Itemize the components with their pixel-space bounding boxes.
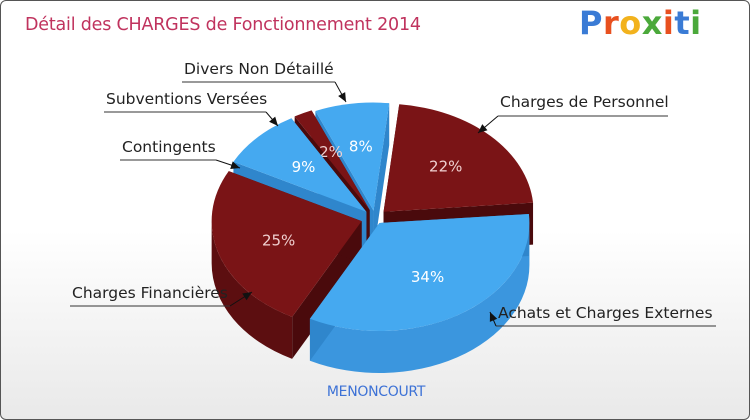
callout: Achats et Charges Externes (489, 304, 716, 327)
logo-letter: r (602, 4, 620, 42)
slice-percent-label: 34% (411, 268, 444, 286)
callout: Charges Financières (70, 284, 253, 307)
commune-name: MENONCOURT (326, 384, 426, 400)
pie-slice[interactable]: 25% (211, 171, 362, 359)
callout: Charges de Personnel (477, 93, 669, 134)
slice-category-label: Achats et Charges Externes (498, 304, 713, 322)
slice-category-label: Charges de Personnel (500, 93, 669, 111)
proxiti-logo[interactable]: Proxiti (579, 4, 702, 42)
slice-percent-label: 8% (349, 137, 373, 155)
slice-percent-label: 25% (262, 232, 295, 250)
chart-title: Détail des CHARGES de Fonctionnement 201… (25, 15, 421, 35)
slice-category-label: Contingents (122, 138, 216, 156)
slice-category-label: Charges Financières (72, 284, 228, 302)
logo-letter: P (579, 4, 603, 42)
slice-category-label: Subventions Versées (106, 90, 267, 108)
slice-category-label: Divers Non Détaillé (184, 60, 334, 78)
pie-slice[interactable]: 34% (309, 213, 530, 373)
slice-percent-label: 9% (292, 158, 316, 176)
callout: Contingents (120, 138, 241, 169)
logo-letter: o (619, 4, 642, 42)
slice-percent-label: 2% (319, 143, 343, 161)
logo-letter: x (641, 4, 663, 42)
slice-percent-label: 22% (429, 157, 462, 175)
logo-letter: i (690, 4, 702, 42)
logo-letter: t (674, 4, 691, 42)
callout: Divers Non Détaillé (182, 60, 347, 103)
logo-letter: i (662, 4, 675, 42)
callout: Subventions Versées (104, 90, 279, 127)
